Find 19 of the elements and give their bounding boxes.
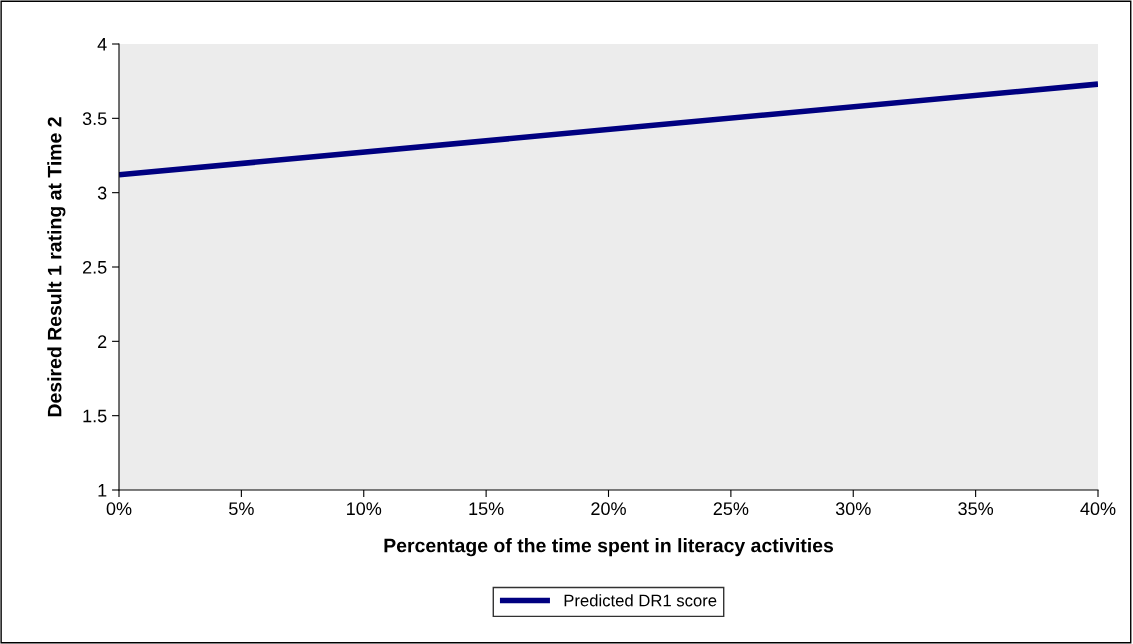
legend-label: Predicted DR1 score (564, 594, 717, 607)
x-tick-label: 40% (1080, 502, 1116, 516)
x-tick-label: 25% (713, 502, 749, 516)
y-tick-label: 2.5 (83, 260, 107, 274)
y-tick-label: 1 (98, 484, 107, 497)
y-tick-label: 4 (97, 38, 107, 51)
x-tick-label: 15% (469, 502, 504, 516)
y-tick-label: 3.5 (82, 112, 107, 126)
y-axis-title: Desired Result 1 rating at Time 2 (47, 117, 66, 417)
x-axis-title: Percentage of the time spent in literacy activities (384, 538, 834, 557)
x-tick-label: 35% (958, 502, 994, 516)
y-tick-label: 2 (98, 335, 107, 348)
x-tick-label: 30% (835, 502, 871, 516)
y-tick-label: 1.5 (83, 409, 107, 423)
x-tick-label: 10% (347, 502, 382, 516)
y-tick-label: 3 (97, 186, 107, 200)
x-tick-label: 0% (106, 502, 132, 516)
x-tick-label: 20% (591, 502, 626, 516)
x-tick-label: 5% (229, 502, 254, 516)
